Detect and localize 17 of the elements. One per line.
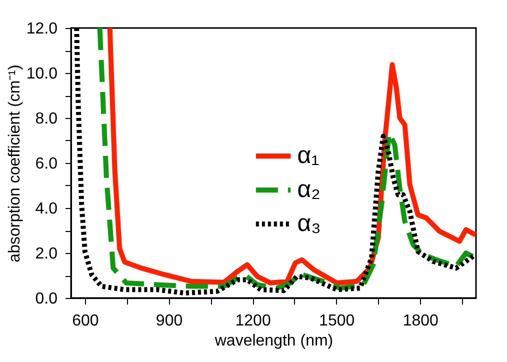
x-tick-label: 1800 bbox=[402, 312, 439, 330]
x-tick-label: 600 bbox=[72, 312, 99, 330]
y-tick-label: 8.0 bbox=[35, 110, 58, 128]
legend-label: α₂ bbox=[297, 176, 320, 203]
legend-label: α₁ bbox=[297, 142, 320, 169]
y-axis-title: absorption coefficient (cm⁻¹) bbox=[6, 64, 24, 262]
y-tick-label: 0.0 bbox=[35, 290, 58, 308]
y-tick-label: 6.0 bbox=[35, 156, 58, 172]
x-axis-title: wavelength (nm) bbox=[214, 332, 334, 350]
x-tick-label: 1500 bbox=[319, 312, 355, 330]
x-tick-label: 900 bbox=[156, 312, 183, 330]
y-tick-label: 2.0 bbox=[35, 246, 58, 262]
y-tick-label: 12.0 bbox=[26, 20, 58, 38]
y-tick-label: 4.0 bbox=[35, 200, 58, 218]
y-tick-label: 10.0 bbox=[26, 66, 58, 82]
legend-label: α₃ bbox=[297, 210, 321, 237]
x-tick-label: 1200 bbox=[235, 312, 271, 330]
